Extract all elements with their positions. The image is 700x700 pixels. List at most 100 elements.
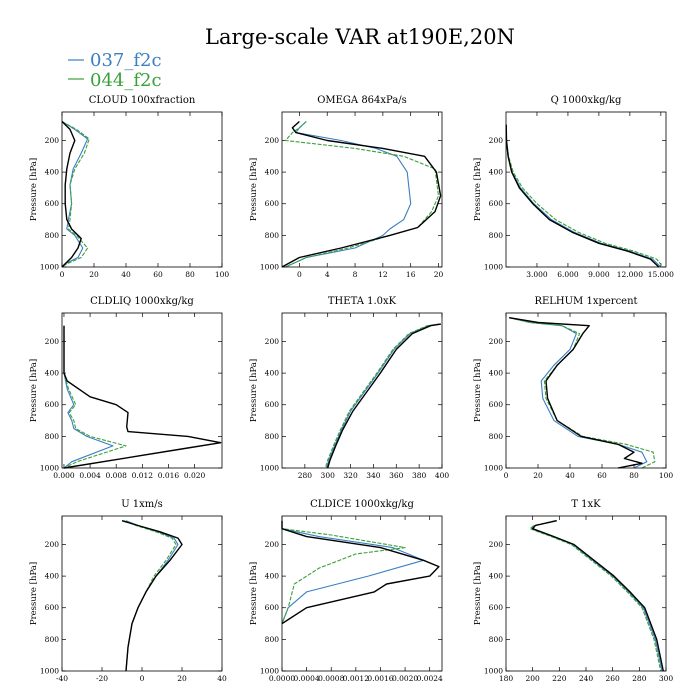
x-tick-label: -40 — [56, 674, 68, 683]
y-tick-label: 1000 — [260, 263, 279, 272]
series-line-037 — [63, 325, 114, 469]
y-axis-label: Pressure [hPa] — [473, 158, 483, 221]
y-tick-label: 1000 — [484, 464, 503, 473]
x-tick-label: 0.0008 — [318, 674, 344, 683]
y-tick-label: 1000 — [40, 667, 59, 676]
x-tick-label: 20 — [89, 270, 99, 279]
x-tick-label: -20 — [96, 674, 108, 683]
plot-frame — [61, 312, 223, 469]
series-line-044 — [63, 325, 127, 469]
legend-label-044: 044_f2c — [90, 70, 162, 91]
x-tick-label: 400 — [435, 471, 450, 480]
x-tick-label: 20 — [177, 674, 187, 683]
series-line-037 — [530, 520, 663, 672]
y-tick-label: 600 — [45, 199, 60, 208]
y-tick-label: 400 — [45, 572, 60, 581]
y-tick-label: 800 — [45, 635, 60, 644]
panel-title: CLOUD 100xfraction — [89, 95, 196, 106]
x-tick-label: 0.008 — [105, 471, 127, 480]
x-tick-label: 0 — [297, 270, 302, 279]
y-tick-label: 400 — [45, 168, 60, 177]
y-axis-label: Pressure [hPa] — [473, 359, 483, 422]
series-line-044 — [505, 124, 664, 268]
x-tick-label: 380 — [412, 471, 427, 480]
x-tick-label: 40 — [565, 471, 575, 480]
series-line-044 — [509, 317, 656, 469]
series-line-control — [509, 317, 643, 469]
x-tick-label: 360 — [389, 471, 404, 480]
x-tick-label: 12.000 — [617, 270, 643, 279]
y-axis-label: Pressure [hPa] — [249, 562, 259, 625]
series-line-control — [61, 121, 82, 268]
x-tick-label: 220 — [552, 674, 567, 683]
x-tick-label: 280 — [298, 471, 313, 480]
x-tick-label: 300 — [659, 674, 674, 683]
y-tick-label: 200 — [45, 337, 60, 346]
y-axis-label: Pressure [hPa] — [29, 158, 39, 221]
x-tick-label: 8 — [353, 270, 358, 279]
x-tick-label: 0.0012 — [343, 674, 369, 683]
plot-frame — [505, 111, 667, 268]
series-line-037 — [125, 520, 179, 672]
x-tick-label: 0.0020 — [392, 674, 418, 683]
x-tick-label: 240 — [579, 674, 594, 683]
panel-title: OMEGA 864xPa/s — [317, 95, 407, 106]
y-tick-label: 400 — [489, 369, 504, 378]
x-tick-label: 40 — [217, 674, 227, 683]
series-line-044 — [61, 121, 90, 268]
x-tick-label: 80 — [629, 471, 639, 480]
y-tick-label: 800 — [265, 635, 280, 644]
panel-title: CLDLIQ 1000xkg/kg — [90, 296, 194, 307]
y-tick-label: 1000 — [260, 667, 279, 676]
y-axis-label: Pressure [hPa] — [29, 359, 39, 422]
series-line-037 — [326, 323, 440, 469]
series-line-044 — [284, 121, 440, 268]
x-tick-label: 100 — [659, 471, 674, 480]
x-tick-label: 0.0004 — [293, 674, 319, 683]
y-axis-label: Pressure [hPa] — [473, 562, 483, 625]
x-tick-label: 60 — [597, 471, 607, 480]
x-tick-label: 0 — [140, 674, 145, 683]
series-line-037 — [61, 121, 89, 268]
y-tick-label: 1000 — [484, 263, 503, 272]
panel-title: T 1xK — [571, 499, 601, 510]
y-tick-label: 600 — [45, 400, 60, 409]
y-tick-label: 800 — [489, 231, 504, 240]
x-tick-label: 4 — [325, 270, 330, 279]
y-axis-label: Pressure [hPa] — [249, 158, 259, 221]
series-line-control — [121, 520, 183, 672]
x-tick-label: 100 — [215, 270, 230, 279]
y-tick-label: 1000 — [40, 263, 59, 272]
y-tick-label: 800 — [45, 432, 60, 441]
x-tick-label: 260 — [606, 674, 621, 683]
x-tick-label: 80 — [185, 270, 195, 279]
panel-title: Q 1000xkg/kg — [551, 95, 622, 106]
panel-title: CLDICE 1000xkg/kg — [310, 499, 414, 510]
x-tick-label: 20 — [533, 471, 543, 480]
plot-frame — [281, 515, 443, 672]
x-tick-label: 0 — [60, 270, 65, 279]
y-tick-label: 800 — [489, 432, 504, 441]
y-tick-label: 200 — [45, 540, 60, 549]
x-tick-label: 180 — [499, 674, 514, 683]
series-line-044 — [123, 520, 177, 672]
series-line-044 — [529, 520, 662, 672]
series-line-control — [281, 520, 440, 625]
y-tick-label: 600 — [45, 603, 60, 612]
series-line-control — [327, 323, 442, 469]
series-line-044 — [281, 520, 406, 624]
x-tick-label: 40 — [121, 270, 131, 279]
y-tick-label: 800 — [265, 432, 280, 441]
y-tick-label: 400 — [265, 572, 280, 581]
y-tick-label: 1000 — [260, 464, 279, 473]
series-line-control — [281, 120, 442, 268]
panel-title: RELHUM 1xpercent — [534, 296, 637, 307]
panel-7: CLDICE 1000xkg/kg Pressure [hPa] 200 400 600… — [249, 499, 443, 683]
x-tick-label: 16 — [406, 270, 416, 279]
y-tick-label: 200 — [489, 540, 504, 549]
y-tick-label: 200 — [45, 136, 60, 145]
plot-frame — [61, 111, 223, 268]
